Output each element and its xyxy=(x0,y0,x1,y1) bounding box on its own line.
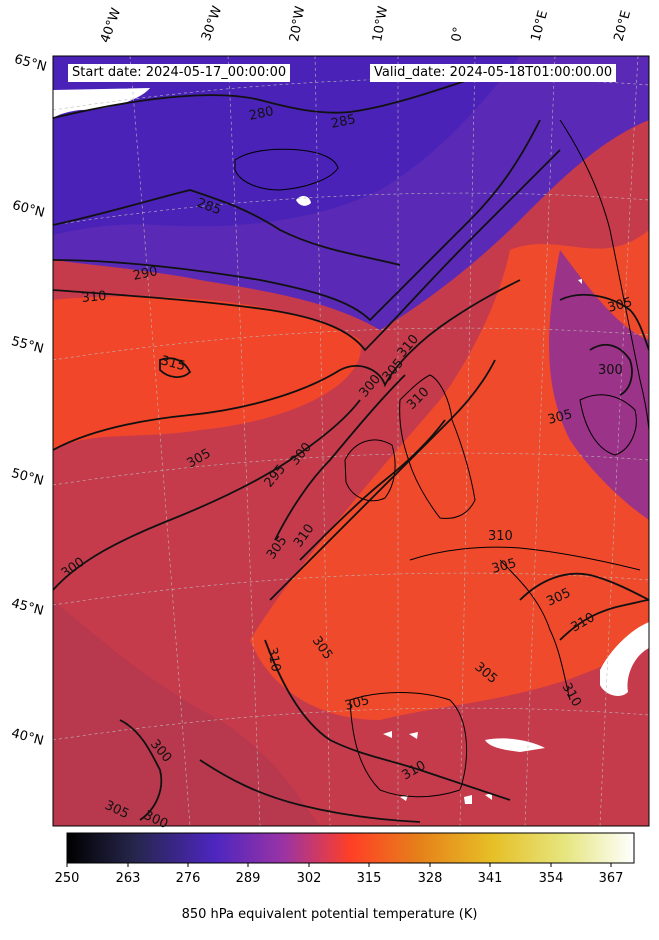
mask-norway xyxy=(578,279,582,284)
contour-label: 305 xyxy=(490,556,518,577)
colorbar-tick-label: 367 xyxy=(598,871,624,886)
colorbar-tick-label: 354 xyxy=(538,871,564,886)
contour-285 xyxy=(53,189,401,266)
coast-france-north xyxy=(409,546,641,571)
valid-date-label: Valid_date: 2024-05-18T01:00:00.00 xyxy=(370,64,617,82)
map-frame xyxy=(52,55,650,827)
coast-iceland xyxy=(234,148,339,191)
mask-pyrenees-1 xyxy=(383,731,392,738)
contour-310-south xyxy=(264,639,511,801)
contour-label: 310 xyxy=(81,289,107,306)
graticule xyxy=(53,56,649,826)
colorbar-tick-label: 315 xyxy=(356,871,382,886)
contour-label: 305 xyxy=(343,693,371,714)
contour-305-south xyxy=(199,759,421,823)
contour-label: 305 xyxy=(546,407,574,428)
contour-label: 310 xyxy=(488,529,513,544)
colorbar-tick-label: 328 xyxy=(417,871,443,886)
colorbar-tick-label: 341 xyxy=(477,871,503,886)
contour-305-west xyxy=(53,279,521,451)
contours xyxy=(53,69,649,823)
contour-label: 305 xyxy=(606,295,634,316)
field-warm-atlantic xyxy=(53,296,361,450)
colorbar-tick-label: 289 xyxy=(235,871,261,886)
colorbar-tick-label: 263 xyxy=(115,871,141,886)
contour-290 xyxy=(53,119,541,322)
contour-315 xyxy=(159,357,192,378)
colorbar-tick-label: 302 xyxy=(296,871,322,886)
field-scandinavia xyxy=(549,250,649,520)
contour-310-front xyxy=(299,419,446,561)
contour-305-front xyxy=(269,359,496,601)
colorbar-label: 850 hPa equivalent potential temperature… xyxy=(181,907,478,922)
contour-label: 280 xyxy=(248,104,275,124)
contour-300-sw xyxy=(119,719,163,821)
lon-label: 0° xyxy=(449,25,467,43)
coast-denmark xyxy=(579,394,637,456)
coast-ireland xyxy=(344,439,396,502)
start-date-label: Start date: 2024-05-17_00:00:00 xyxy=(68,64,291,82)
coast-iberia xyxy=(349,692,468,798)
mask-sierra-2 xyxy=(485,793,492,800)
mask-alps xyxy=(600,622,649,696)
colorbar-tick-label: 250 xyxy=(54,871,80,886)
coast-germany xyxy=(499,559,571,701)
contour-label: 310 xyxy=(264,646,283,673)
coastlines xyxy=(234,119,649,798)
mask-sierra xyxy=(464,795,472,804)
contour-305-east xyxy=(519,572,649,601)
contour-280 xyxy=(53,69,501,119)
field-cool-southwest xyxy=(53,600,320,826)
contour-label: 285 xyxy=(330,112,357,132)
contour-label: 300 xyxy=(598,363,623,378)
contour-label: 290 xyxy=(132,264,159,284)
contour-310-north xyxy=(53,149,561,352)
grid-0 xyxy=(459,56,476,826)
contour-300-scandi xyxy=(589,343,633,396)
coast-norway xyxy=(559,119,649,431)
colorbar-ticks xyxy=(66,863,612,867)
colorbar-tick-label: 276 xyxy=(175,871,201,886)
contour-310-east xyxy=(559,599,649,641)
mask-pyrenees-2 xyxy=(409,732,418,739)
contour-305-scandi xyxy=(559,293,649,351)
contour-label: 315 xyxy=(159,353,187,374)
contour-300-west xyxy=(53,399,361,591)
colorbar xyxy=(66,832,635,864)
coast-britain xyxy=(399,374,476,519)
grid-20w xyxy=(314,56,331,826)
contour-295 xyxy=(274,374,406,541)
mask-atlas xyxy=(485,738,545,752)
